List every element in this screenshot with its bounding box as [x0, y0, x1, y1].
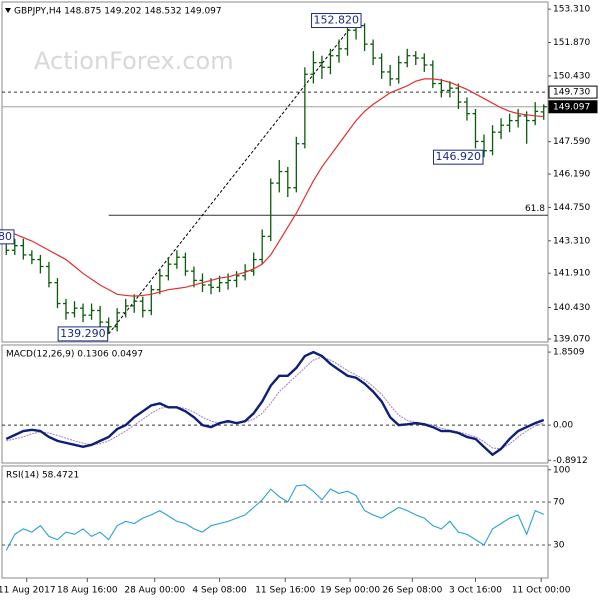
current-price-box [548, 100, 598, 114]
y-tick-label: 150.430 [553, 71, 590, 81]
moving-average [6, 78, 544, 297]
series-line [5, 350, 545, 457]
x-tick-label: 19 Sep 00:00 [320, 586, 380, 596]
level-box [548, 85, 598, 99]
x-tick-label: 3 Oct 16:00 [449, 586, 502, 596]
panel-title: RSI(14) 58.4721 [6, 471, 79, 481]
panel-title: GBPJPY,H4 148.875 149.202 148.532 149.09… [14, 7, 222, 17]
annotation-box [0, 229, 15, 245]
y-tick-label: 141.910 [553, 269, 590, 279]
trendline [108, 20, 357, 335]
series-line [5, 484, 544, 551]
annotation-box [311, 13, 362, 29]
annotation-box [57, 326, 109, 342]
x-tick-label: 28 Aug 00:00 [124, 586, 185, 596]
annotation-label: 139.290 [60, 327, 106, 340]
y-tick-label: 0.00 [553, 421, 573, 431]
x-tick-label: 11 Sep 16:00 [255, 586, 315, 596]
panel-frame [1, 1, 549, 343]
y-tick-label: -0.8912 [553, 456, 588, 466]
y-tick-label: 146.190 [553, 170, 590, 180]
y-tick-label: 100 [553, 465, 570, 475]
y-tick-label: 143.310 [553, 236, 590, 246]
y-tick-label: 153.310 [553, 5, 590, 15]
y-tick-label: 30 [553, 541, 565, 551]
annotation-label: 152.820 [314, 14, 360, 27]
panel-frame [1, 344, 549, 464]
x-tick-label: 18 Aug 16:00 [57, 586, 118, 596]
x-tick-label: 4 Sep 08:00 [192, 586, 247, 596]
y-tick-label: 144.750 [553, 203, 590, 213]
y-tick-label: 151.870 [553, 38, 590, 48]
x-tick-label: 11 Oct 00:00 [512, 586, 571, 596]
y-tick-label: 140.430 [553, 303, 590, 313]
annotation-label: 80 [0, 230, 12, 243]
watermark: ActionForex.com [34, 47, 234, 75]
annotation-label: 146.920 [436, 150, 482, 163]
y-tick-label: 1.8509 [553, 348, 585, 358]
x-tick-label: 26 Sep 08:00 [382, 586, 442, 596]
y-tick-label: 70 [553, 498, 565, 508]
panel-frame [1, 465, 549, 579]
y-tick-label: 139.070 [553, 334, 590, 344]
annotation-box [433, 149, 484, 165]
y-tick-label: 147.590 [553, 137, 590, 147]
x-tick-label: 11 Aug 2017 [0, 586, 56, 596]
fib-label: 61.8 [525, 204, 545, 214]
level-label: 149.730 [553, 88, 590, 98]
title-marker [5, 8, 11, 13]
panel-title: MACD(12,26,9) 0.1306 0.0497 [6, 350, 143, 360]
current-price-label: 149.097 [553, 102, 590, 112]
